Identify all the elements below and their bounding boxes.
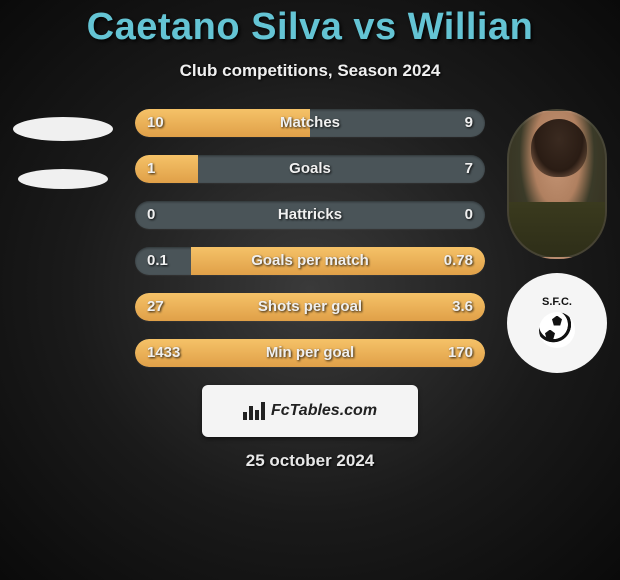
brand-box: FcTables.com (202, 385, 418, 437)
soccer-ball-icon (539, 312, 575, 348)
stat-value-right: 0 (453, 201, 485, 229)
club-abbrev: S.F.C. (539, 297, 575, 308)
stat-row: 27Shots per goal3.6 (135, 293, 485, 321)
subtitle: Club competitions, Season 2024 (0, 61, 620, 81)
club-logo: S.F.C. (507, 273, 607, 373)
stat-row: 1Goals7 (135, 155, 485, 183)
bar-chart-icon (243, 402, 265, 420)
compare-area: S.F.C. 10Matches9 1Goals7 0Hattricks0 0.1Go… (0, 109, 620, 367)
stat-row: 0Hattricks0 (135, 201, 485, 229)
stat-value-right: 170 (436, 339, 485, 367)
stat-row: 0.1Goals per match0.78 (135, 247, 485, 275)
brand-text: FcTables.com (271, 402, 377, 420)
comparison-card: Caetano Silva vs Willian Club competitio… (0, 0, 620, 580)
avatar-placeholder-shape (18, 169, 108, 189)
player-right-avatar (507, 109, 607, 259)
stat-label: Matches (135, 109, 485, 137)
player-left-avatar (13, 117, 113, 217)
stat-label: Min per goal (135, 339, 485, 367)
stat-row: 10Matches9 (135, 109, 485, 137)
player-right-column: S.F.C. (502, 109, 612, 373)
player-left-column (8, 109, 118, 217)
stat-label: Goals (135, 155, 485, 183)
stat-row: 1433Min per goal170 (135, 339, 485, 367)
avatar-placeholder-shape (13, 117, 113, 141)
stat-value-right: 0.78 (432, 247, 485, 275)
stats-bars: 10Matches9 1Goals7 0Hattricks0 0.1Goals per… (135, 109, 485, 367)
stat-value-right: 9 (453, 109, 485, 137)
stat-value-right: 7 (453, 155, 485, 183)
stat-label: Hattricks (135, 201, 485, 229)
date-text: 25 october 2024 (0, 451, 620, 471)
page-title: Caetano Silva vs Willian (0, 0, 620, 49)
stat-value-right: 3.6 (440, 293, 485, 321)
stat-label: Shots per goal (135, 293, 485, 321)
